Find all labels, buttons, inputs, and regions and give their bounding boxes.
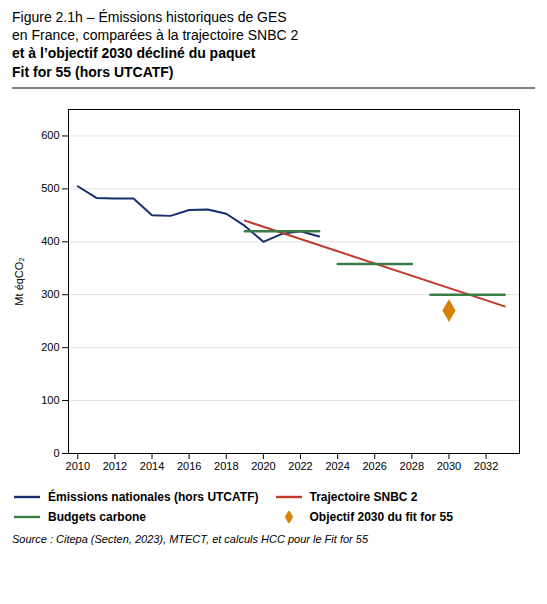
- svg-text:2028: 2028: [400, 460, 424, 472]
- html-text:Trajectoire SNBC 2: Trajectoire SNBC 2: [309, 489, 418, 504]
- html-text:Émissions nationales (hors UTC: Émissions nationales (hors UTCATF): [48, 489, 259, 504]
- svg-text:0: 0: [53, 447, 59, 459]
- svg-text:2020: 2020: [251, 460, 275, 472]
- svg-text:500: 500: [41, 182, 59, 194]
- svg-text:2026: 2026: [362, 460, 386, 472]
- svg-text:2024: 2024: [325, 460, 349, 472]
- svg-text:Mt éqCO₂: Mt éqCO₂: [13, 257, 25, 305]
- svg-text:400: 400: [41, 235, 59, 247]
- svg-text:2030: 2030: [437, 460, 461, 472]
- svg-text:2032: 2032: [474, 460, 498, 472]
- html-text:Budgets carbone: Budgets carbone: [48, 509, 146, 524]
- html-text:Objectif 2030 du fit for 55: Objectif 2030 du fit for 55: [309, 509, 453, 524]
- svg-text:100: 100: [41, 394, 59, 406]
- svg-text:200: 200: [41, 341, 59, 353]
- svg-text:2012: 2012: [103, 460, 127, 472]
- html-text:et à l’objectif 2030 décliné d: et à l’objectif 2030 décliné du paquet F…: [12, 45, 256, 80]
- svg-text:2014: 2014: [140, 460, 164, 472]
- svg-text:2016: 2016: [177, 460, 201, 472]
- html-text:Source : Citepa (Secten, 2023): Source : Citepa (Secten, 2023), MTECT, e…: [12, 532, 368, 545]
- svg-text:2018: 2018: [214, 460, 238, 472]
- svg-text:2010: 2010: [66, 460, 90, 472]
- svg-text:2022: 2022: [288, 460, 312, 472]
- svg-text:600: 600: [41, 129, 59, 141]
- svg-text:300: 300: [41, 288, 59, 300]
- html-text:Figure 2.1h – Émissions histor: Figure 2.1h – Émissions historiques de G…: [12, 9, 299, 44]
